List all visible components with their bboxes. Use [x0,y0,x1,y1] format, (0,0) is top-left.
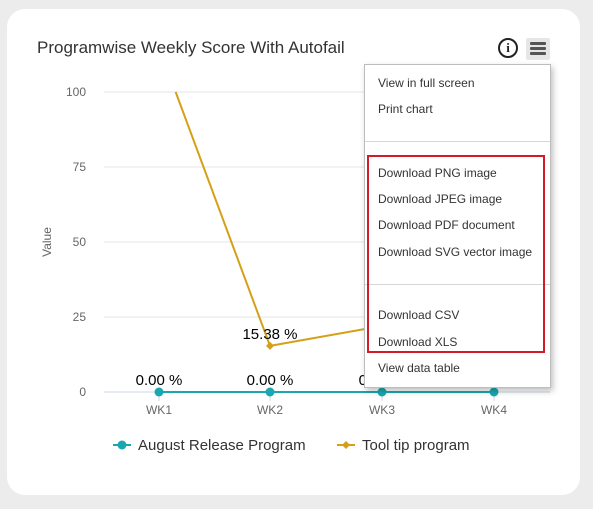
data-label: 0.00 % [136,372,183,389]
august-release-program-point [265,387,275,397]
y-axis-title: Value [40,227,54,257]
menu-item-download-pdf[interactable]: Download PDF document [378,218,515,232]
menu-item-download-png[interactable]: Download PNG image [378,166,497,180]
menu-item-download-xls[interactable]: Download XLS [378,335,458,349]
legend-label: August Release Program [138,437,306,454]
menu-item-download-svg[interactable]: Download SVG vector image [378,245,533,259]
x-tick-label: WK1 [146,403,172,417]
data-label: 15.38 % [242,326,297,343]
y-tick-label: 25 [73,310,87,324]
menu-item-download-jpeg[interactable]: Download JPEG image [378,192,503,206]
tool-tip-program-point [266,341,274,350]
menu-item-print-chart[interactable]: Print chart [378,102,433,116]
menu-item-view-data-table[interactable]: View data table [378,361,460,375]
august-release-program-point [154,387,164,397]
data-label: 0.00 % [247,372,294,389]
menu-separator [365,284,550,285]
download-options-highlight [367,155,545,353]
menu-item-view-full-screen[interactable]: View in full screen [378,76,475,90]
chart-title: Programwise Weekly Score With Autofail [37,38,345,57]
y-tick-label: 75 [73,160,87,174]
info-icon[interactable]: i [498,38,518,58]
august-release-program-point [489,387,499,397]
legend-label: Tool tip program [362,437,470,454]
august-release-program-point [377,387,387,397]
menu-item-download-csv[interactable]: Download CSV [378,308,460,322]
export-menu: View in full screen Print chart Download… [364,64,551,388]
tool-tip-program-line [174,91,383,347]
hamburger-menu-icon[interactable] [526,38,550,60]
x-tick-label: WK2 [257,403,283,417]
x-tick-label: WK4 [481,403,507,417]
menu-separator [365,141,550,142]
y-tick-label: 100 [66,85,86,99]
legend-symbol-diamond [342,441,350,449]
legend-symbol-circle [117,440,127,450]
y-tick-label: 0 [79,385,86,399]
x-tick-label: WK3 [369,403,395,417]
y-tick-label: 50 [73,235,87,249]
